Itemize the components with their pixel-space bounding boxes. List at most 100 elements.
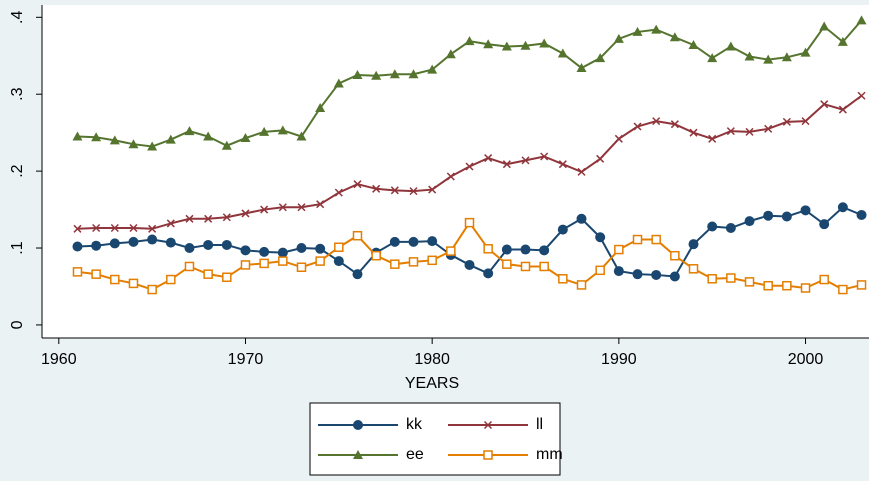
data-point <box>72 267 83 277</box>
data-point <box>259 258 269 269</box>
data-point <box>725 41 736 51</box>
data-point <box>372 184 381 193</box>
data-point <box>203 269 213 279</box>
data-point <box>707 53 718 63</box>
data-point <box>539 261 549 272</box>
data-point <box>333 78 344 88</box>
data-point <box>278 256 288 266</box>
data-point <box>837 202 848 213</box>
data-point <box>389 69 400 79</box>
data-point <box>613 33 624 43</box>
data-point <box>110 274 120 285</box>
data-point <box>109 238 120 249</box>
data-point <box>464 217 475 228</box>
x-tick-label: 2000 <box>788 351 824 368</box>
data-point <box>240 260 251 270</box>
data-point <box>632 269 643 280</box>
data-point <box>334 188 343 197</box>
data-point <box>297 203 306 212</box>
data-point <box>260 205 269 214</box>
data-point <box>333 256 344 267</box>
data-point <box>763 280 773 291</box>
x-axis-title: YEARS <box>405 375 459 392</box>
data-point <box>819 21 830 31</box>
data-point <box>166 219 175 228</box>
data-point <box>390 259 400 269</box>
legend-label: ee <box>406 446 424 463</box>
data-point <box>707 221 718 232</box>
data-point <box>165 134 176 144</box>
data-point <box>689 128 698 137</box>
data-point <box>277 247 288 258</box>
data-point <box>148 224 157 233</box>
data-point <box>800 47 811 57</box>
data-point <box>240 133 251 143</box>
data-point <box>371 70 382 80</box>
data-point <box>576 213 587 224</box>
data-point <box>353 180 362 189</box>
data-point <box>259 126 270 136</box>
data-point <box>296 131 307 141</box>
data-point <box>128 139 139 149</box>
data-point <box>110 223 119 233</box>
data-point <box>670 250 680 261</box>
data-point <box>856 209 867 220</box>
data-point <box>315 103 326 113</box>
data-point <box>277 125 288 135</box>
data-point <box>428 185 437 194</box>
data-point <box>165 237 176 248</box>
legend-label: ll <box>536 416 543 433</box>
data-point <box>147 234 158 245</box>
data-point <box>221 140 232 150</box>
data-point <box>408 236 419 247</box>
data-point <box>856 15 867 25</box>
data-point <box>109 135 120 145</box>
data-point <box>763 210 774 221</box>
data-point <box>502 160 511 169</box>
data-point <box>483 39 494 49</box>
data-point <box>73 224 82 233</box>
data-point <box>726 127 735 136</box>
y-tick-label: .4 <box>9 11 26 24</box>
data-point <box>819 274 829 285</box>
data-point <box>203 239 214 250</box>
data-point <box>166 274 176 285</box>
data-point <box>652 117 661 126</box>
data-point <box>464 259 475 270</box>
data-point <box>707 274 717 284</box>
data-point <box>708 134 717 143</box>
data-point <box>408 69 419 79</box>
data-point <box>614 244 624 255</box>
data-point <box>184 126 195 136</box>
data-point <box>203 131 214 141</box>
data-point <box>669 271 680 282</box>
x-tick-label: 1960 <box>41 351 77 368</box>
x-tick-label: 1970 <box>228 351 264 368</box>
data-point <box>576 280 587 290</box>
data-point <box>465 162 474 171</box>
data-point <box>501 244 512 255</box>
data-point <box>184 261 195 272</box>
data-point <box>557 224 568 235</box>
data-point <box>316 200 325 209</box>
data-point <box>390 186 399 195</box>
data-point <box>781 52 792 62</box>
data-point <box>632 26 643 36</box>
data-point <box>838 284 848 295</box>
data-point <box>484 154 493 163</box>
data-point <box>427 236 438 247</box>
x-tick-label: 1990 <box>601 351 637 368</box>
data-point <box>241 209 250 218</box>
data-point <box>782 280 792 291</box>
data-point <box>745 127 754 136</box>
legend-marker <box>353 420 363 430</box>
data-point <box>520 261 531 272</box>
data-point <box>371 250 381 261</box>
data-point <box>576 63 587 73</box>
y-tick-label: .1 <box>9 241 26 254</box>
data-point <box>558 274 568 284</box>
data-point <box>744 51 755 61</box>
data-point <box>596 154 605 163</box>
data-point <box>315 243 326 254</box>
data-point <box>352 69 363 79</box>
